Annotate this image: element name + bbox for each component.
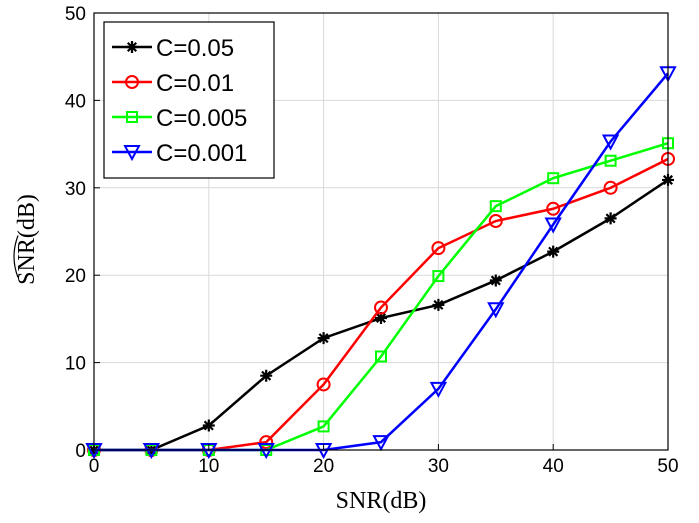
series-C=0.05 bbox=[88, 173, 674, 456]
data-point bbox=[431, 241, 446, 256]
data-point bbox=[603, 180, 618, 195]
tick-labels: 0 10 20 30 40 50 0 10 20 30 40 50 bbox=[65, 4, 679, 477]
x-tick-label: 50 bbox=[657, 456, 678, 477]
data-point bbox=[202, 419, 215, 432]
data-point bbox=[601, 134, 620, 151]
data-point bbox=[432, 270, 445, 283]
data-point bbox=[374, 300, 388, 315]
data-point bbox=[487, 302, 505, 319]
data-point bbox=[547, 172, 560, 185]
legend-item: C=0.01 bbox=[112, 70, 234, 97]
data-point bbox=[547, 245, 560, 258]
data-point bbox=[317, 420, 330, 433]
plot-frame bbox=[93, 12, 669, 451]
legend-label: C=0.005 bbox=[156, 105, 247, 132]
y-tick-label: 10 bbox=[65, 354, 86, 375]
legend: C=0.05 C=0.01 C=0.005 C=0.001 bbox=[103, 21, 275, 179]
data-point bbox=[375, 312, 387, 325]
data-point bbox=[546, 201, 561, 216]
y-axis-label-hat bbox=[13, 235, 19, 278]
y-tick-label: 20 bbox=[65, 266, 86, 287]
data-point bbox=[544, 217, 562, 234]
legend-label: C=0.05 bbox=[156, 35, 234, 62]
series-line bbox=[94, 142, 669, 452]
data-point bbox=[123, 145, 141, 162]
data-point bbox=[317, 332, 330, 345]
legend-item: C=0.005 bbox=[112, 105, 247, 132]
y-tick-label: 0 bbox=[75, 441, 86, 462]
x-tick-label: 10 bbox=[198, 456, 219, 477]
data-point bbox=[316, 377, 331, 392]
data-point bbox=[432, 298, 445, 311]
series-C=0.005 bbox=[88, 137, 674, 456]
legend-item: C=0.001 bbox=[112, 140, 247, 167]
data-point bbox=[604, 212, 617, 225]
data-point bbox=[259, 435, 274, 450]
legend-item: C=0.05 bbox=[112, 35, 234, 62]
x-tick-label: 0 bbox=[89, 456, 100, 477]
series-C=0.01 bbox=[87, 151, 675, 457]
data-point bbox=[489, 274, 502, 287]
x-tick-label: 30 bbox=[428, 456, 449, 477]
data-point bbox=[125, 75, 139, 89]
y-axis-label-group: SNR(dB) bbox=[13, 194, 40, 285]
data-point bbox=[126, 41, 138, 53]
legend-label: C=0.01 bbox=[156, 70, 234, 97]
x-axis-label: SNR(dB) bbox=[336, 488, 427, 514]
data-point bbox=[488, 214, 503, 229]
y-axis-label: SNR(dB) bbox=[14, 194, 40, 285]
data-point bbox=[260, 369, 273, 382]
legend-label: C=0.001 bbox=[156, 140, 247, 167]
data-point bbox=[375, 350, 387, 363]
data-point bbox=[429, 381, 448, 398]
y-tick-label: 50 bbox=[65, 4, 86, 25]
series-line bbox=[94, 157, 669, 452]
y-tick-label: 30 bbox=[65, 179, 86, 200]
data-point bbox=[126, 111, 138, 123]
y-tick-label: 40 bbox=[65, 91, 86, 112]
x-tick-label: 20 bbox=[313, 456, 334, 477]
data-point bbox=[604, 154, 617, 167]
x-tick-label: 40 bbox=[543, 456, 564, 477]
data-point bbox=[372, 435, 390, 452]
data-point bbox=[489, 200, 502, 213]
